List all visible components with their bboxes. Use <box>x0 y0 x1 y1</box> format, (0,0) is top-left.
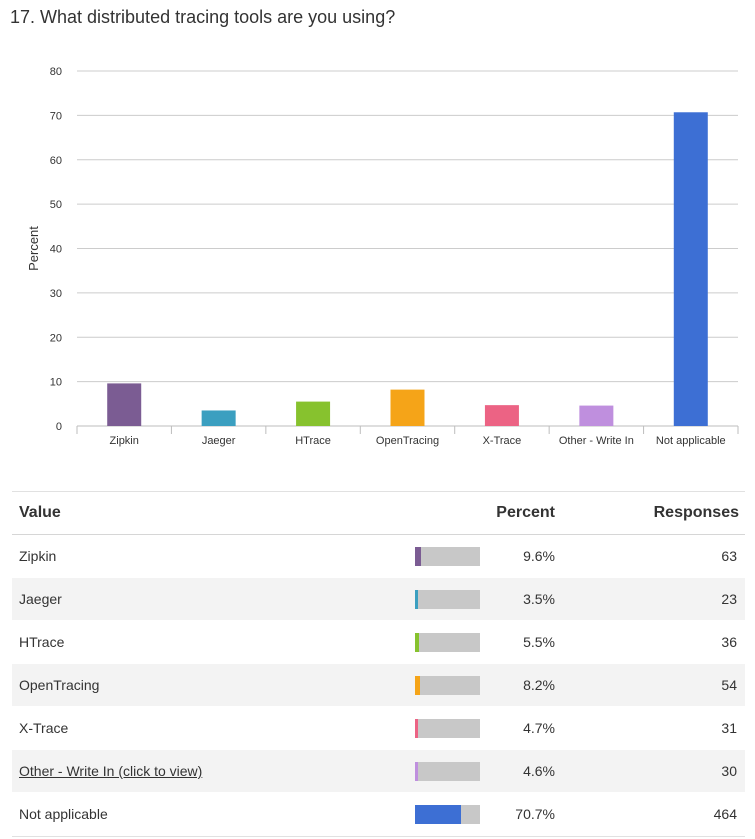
bar-chart: 0 10 20 30 40 50 60 70 80 Percent Zipkin Jaeger HTra… <box>26 66 739 447</box>
percent-bar-fill <box>415 719 419 738</box>
table-divider <box>12 836 745 837</box>
table-row: HTrace 5.5% 36 <box>12 621 745 664</box>
y-tick-label: 30 <box>50 288 62 300</box>
row-percent: 4.7% <box>523 720 555 736</box>
bar[interactable] <box>296 401 331 426</box>
row-responses: 23 <box>721 591 737 607</box>
bar[interactable] <box>579 405 614 426</box>
table-row: Zipkin 9.6% 63 <box>12 535 745 578</box>
row-value: X-Trace <box>19 720 69 736</box>
y-tick-label: 10 <box>50 377 62 389</box>
row-percent: 4.6% <box>523 763 555 779</box>
table-row: OpenTracing 8.2% 54 <box>12 664 745 707</box>
row-responses: 36 <box>721 634 737 650</box>
percent-bar <box>415 633 480 652</box>
row-responses: 63 <box>721 548 737 564</box>
percent-bar <box>415 805 480 824</box>
percent-bar-fill <box>415 762 418 781</box>
x-tick-label: Jaeger <box>202 435 236 447</box>
row-value: Zipkin <box>19 548 57 564</box>
y-tick-label: 20 <box>50 332 62 344</box>
y-tick-label: 80 <box>50 66 62 78</box>
row-value: OpenTracing <box>19 677 100 693</box>
bar[interactable] <box>107 383 142 426</box>
row-percent: 9.6% <box>523 548 555 564</box>
y-tick-label: 0 <box>56 421 62 433</box>
results-table: Value Percent Responses Zipkin 9.6% 63 Jaeg… <box>12 491 745 837</box>
percent-bar-fill <box>415 805 461 824</box>
x-tick-label: Not applicable <box>656 435 726 447</box>
bar[interactable] <box>201 410 236 426</box>
y-tick-label: 70 <box>50 110 62 122</box>
x-tick-label: Zipkin <box>110 435 139 447</box>
row-value: Not applicable <box>19 806 108 822</box>
question-title: 17. What distributed tracing tools are y… <box>10 7 396 27</box>
x-tick-label: HTrace <box>295 435 331 447</box>
percent-bar-fill <box>415 590 418 609</box>
table-header: Value Percent Responses <box>12 491 745 535</box>
row-value: Jaeger <box>19 591 62 607</box>
row-value: HTrace <box>19 634 65 650</box>
table-row: Not applicable 70.7% 464 <box>12 793 745 836</box>
row-responses: 54 <box>721 677 737 693</box>
row-percent: 8.2% <box>523 677 555 693</box>
y-axis-label: Percent <box>26 226 41 271</box>
header-value: Value <box>19 504 61 521</box>
header-percent: Percent <box>496 504 555 521</box>
y-tick-label: 50 <box>50 199 62 211</box>
percent-bar-fill <box>415 547 422 566</box>
header-responses: Responses <box>653 504 739 521</box>
table-row: Other - Write In (click to view) 4.6% 30 <box>12 750 745 793</box>
x-tick-label: Other - Write In <box>559 435 634 447</box>
table-row: X-Trace 4.7% 31 <box>12 707 745 750</box>
row-responses: 30 <box>721 763 737 779</box>
row-percent: 5.5% <box>523 634 555 650</box>
y-tick-label: 60 <box>50 155 62 167</box>
table-body: Zipkin 9.6% 63 Jaeger 3.5% 23 HTrace 5.5% 36 Open… <box>12 535 745 836</box>
bar[interactable] <box>673 112 708 427</box>
row-responses: 31 <box>721 720 737 736</box>
row-percent: 3.5% <box>523 591 555 607</box>
x-tick-label: OpenTracing <box>376 435 439 447</box>
bar[interactable] <box>390 389 425 426</box>
x-tick-label: X-Trace <box>483 435 522 447</box>
percent-bar <box>415 590 480 609</box>
other-write-in-link[interactable]: Other - Write In (click to view) <box>19 763 203 779</box>
table-row: Jaeger 3.5% 23 <box>12 578 745 621</box>
bar[interactable] <box>484 405 519 426</box>
percent-bar <box>415 762 480 781</box>
percent-bar <box>415 719 480 738</box>
percent-bar <box>415 676 480 695</box>
y-tick-label: 40 <box>50 244 62 256</box>
row-percent: 70.7% <box>515 806 555 822</box>
row-responses: 464 <box>713 806 737 822</box>
percent-bar <box>415 547 480 566</box>
percent-bar-fill <box>415 676 421 695</box>
percent-bar-fill <box>415 633 419 652</box>
